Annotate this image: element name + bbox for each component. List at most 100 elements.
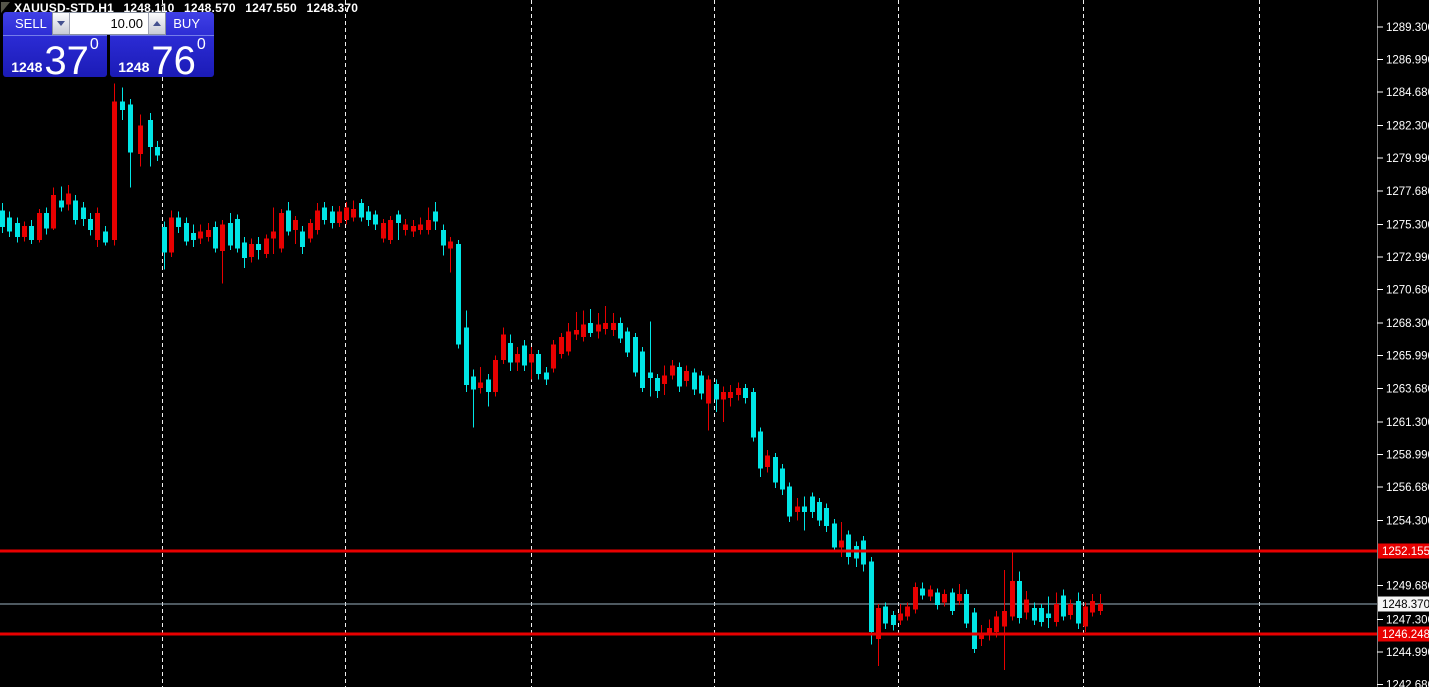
candle [441, 224, 446, 256]
candle-body [515, 354, 520, 363]
candle-body [1054, 603, 1059, 623]
candle [603, 306, 608, 335]
candle [625, 327, 630, 357]
candle-body [1010, 581, 1015, 617]
candle-body [264, 238, 269, 255]
volume-input[interactable]: 10.00 [70, 13, 148, 34]
candle-body [191, 232, 196, 240]
candle-body [987, 627, 992, 635]
candle-body [588, 323, 593, 333]
sell-price[interactable]: 1248 37 0 [3, 36, 107, 78]
sell-button[interactable]: SELL [5, 14, 57, 33]
candle [758, 427, 763, 477]
candle-body [426, 220, 431, 231]
candle [235, 214, 240, 253]
axis-label: 1272.990 [1386, 252, 1429, 264]
candle [574, 311, 579, 341]
candle-body [344, 207, 349, 221]
candle [795, 498, 800, 521]
volume-decrease-button[interactable] [53, 13, 70, 34]
axis-label: 1254.300 [1386, 516, 1429, 528]
symbol-period-label: XAUUSD-STD,H1 [14, 1, 114, 15]
candle [138, 114, 143, 167]
candle-body [618, 323, 623, 339]
candle [611, 313, 616, 336]
candle [935, 588, 940, 610]
candle-body [433, 211, 438, 222]
candle [640, 347, 645, 393]
candle-body [81, 207, 86, 219]
candle [618, 317, 623, 343]
candle-body [366, 211, 371, 221]
candle-body [59, 200, 64, 208]
candle [264, 234, 269, 259]
candle [373, 210, 378, 231]
candle [242, 237, 247, 269]
candle [501, 327, 506, 365]
sell-price-stem: 1248 [11, 59, 43, 75]
candle-body [1061, 595, 1066, 617]
candle [37, 208, 42, 243]
candle [44, 207, 49, 235]
candle [588, 309, 593, 338]
buy-button-row: BUY [110, 12, 214, 36]
candle-body [625, 331, 630, 353]
axis-label: 1286.990 [1386, 55, 1429, 67]
candle [508, 334, 513, 372]
candle [544, 366, 549, 386]
candle-body [148, 120, 153, 147]
candle-body [388, 220, 393, 240]
candle [1061, 589, 1066, 621]
candle-body [300, 231, 305, 247]
candle-body [640, 351, 645, 389]
candle-body [950, 592, 955, 611]
candle-body [920, 588, 925, 596]
buy-button[interactable]: BUY [163, 14, 210, 33]
candle-body [456, 244, 461, 345]
candle-body [279, 213, 284, 249]
buy-panel[interactable]: BUY 1248 76 0 [110, 12, 214, 77]
candle-body [322, 207, 327, 221]
candle [359, 199, 364, 222]
candle [1017, 571, 1022, 624]
candle-body [522, 345, 527, 366]
candle-body [213, 227, 218, 249]
candle [433, 201, 438, 231]
axis-label: 1270.680 [1386, 285, 1429, 297]
candle [529, 347, 534, 380]
candle-body [486, 379, 491, 393]
candle [1046, 596, 1051, 628]
candle [869, 557, 874, 645]
candle-body [351, 208, 356, 218]
buy-price[interactable]: 1248 76 0 [110, 36, 214, 78]
candle [176, 211, 181, 233]
candle [1032, 602, 1037, 625]
candle-body [529, 354, 534, 363]
candle [22, 221, 27, 242]
candle [920, 582, 925, 600]
candle [891, 610, 896, 631]
candle [913, 582, 918, 614]
bid-price-tag-bg [1378, 596, 1429, 612]
candle [271, 207, 276, 255]
candle [411, 220, 416, 238]
candle-body [928, 589, 933, 597]
candle-body [692, 372, 697, 390]
hline-price-tag: 1252.155 [1382, 546, 1429, 558]
candle-body [839, 540, 844, 548]
candle [418, 217, 423, 235]
candle [810, 492, 815, 518]
candle [256, 237, 261, 260]
axis-label: 1244.990 [1386, 647, 1429, 659]
volume-increase-button[interactable] [148, 13, 165, 34]
candle-body [66, 193, 71, 205]
axis-label: 1268.300 [1386, 318, 1429, 330]
candle [213, 221, 218, 253]
candle-body [471, 376, 476, 390]
candle-body [1046, 613, 1051, 618]
axis-label: 1265.990 [1386, 351, 1429, 363]
candle [736, 382, 741, 401]
candle [344, 201, 349, 225]
candle-body [176, 217, 181, 228]
